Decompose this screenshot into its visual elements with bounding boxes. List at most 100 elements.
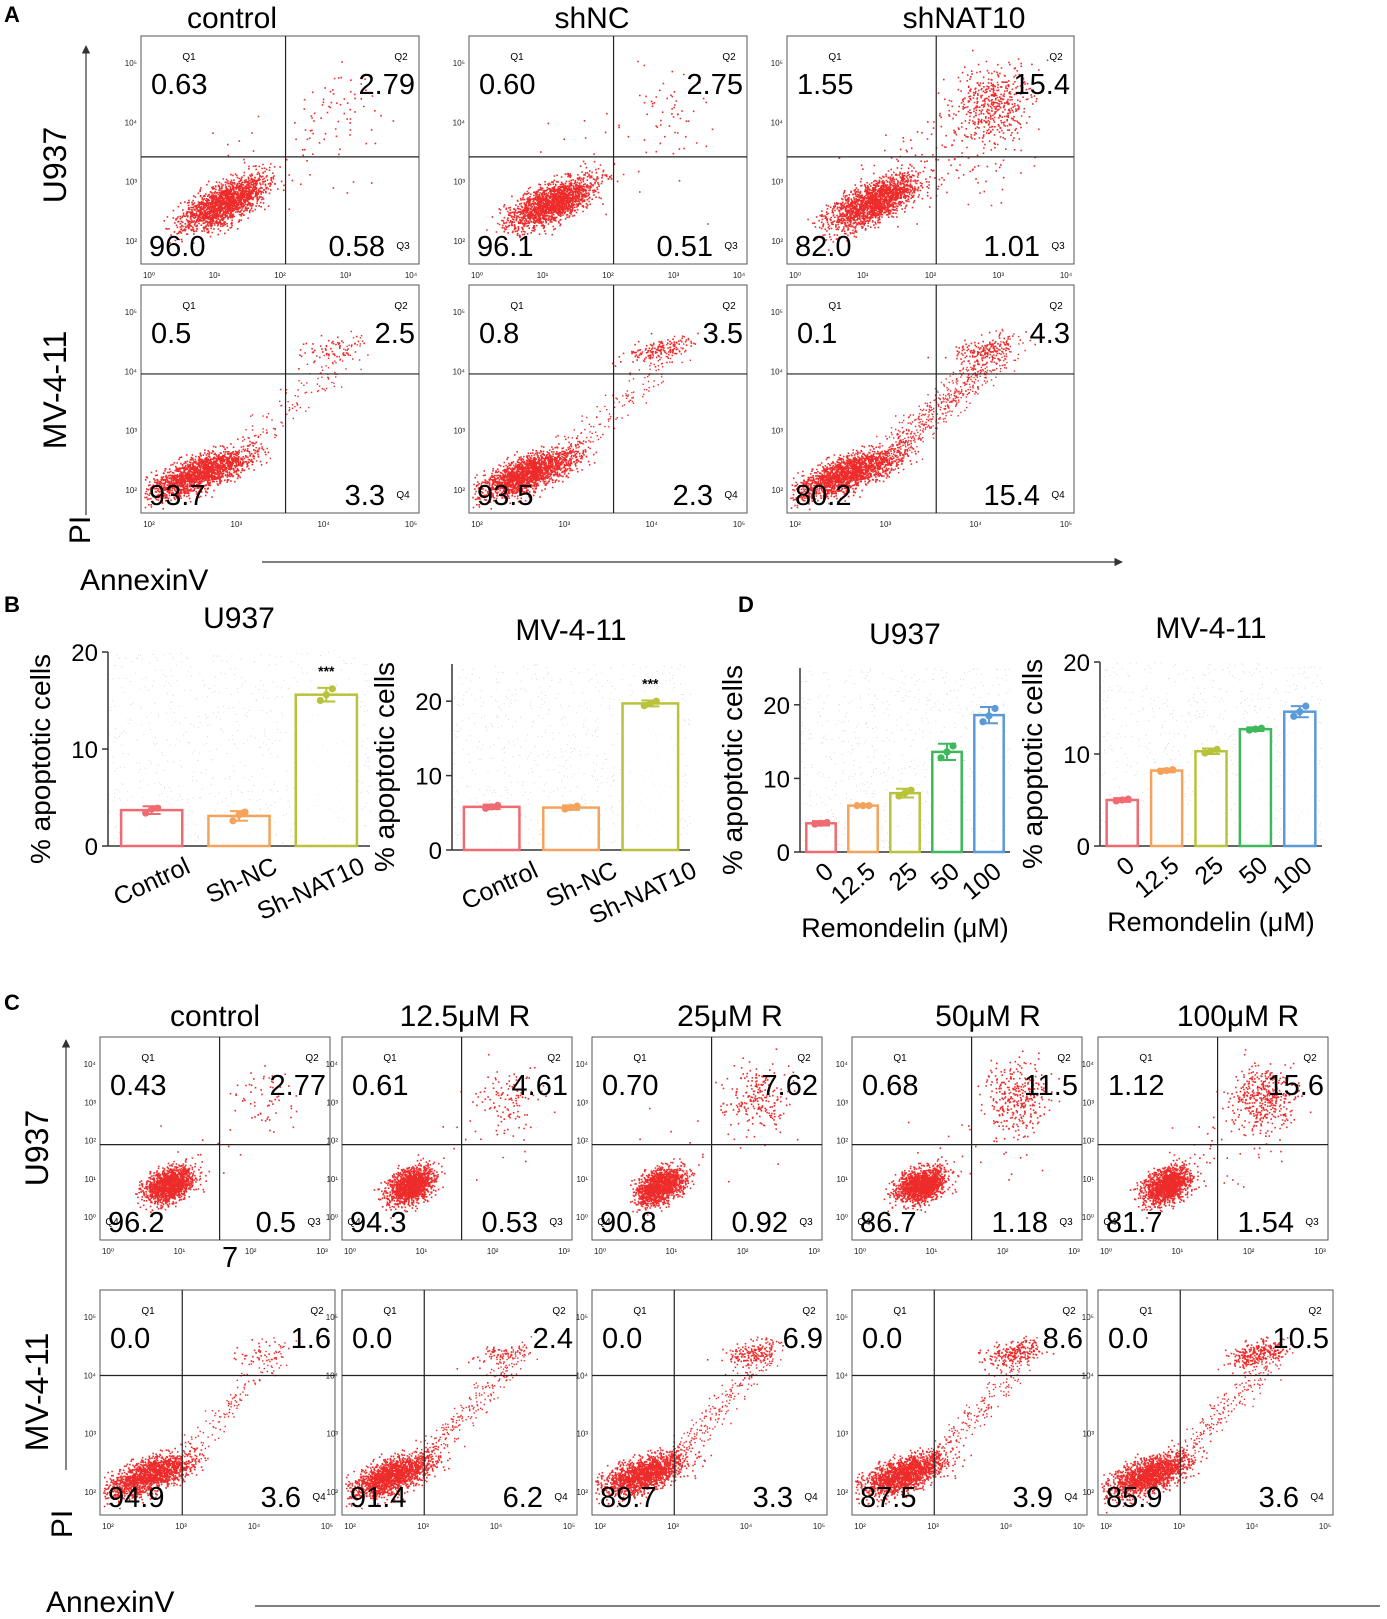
y-tick-label: 10⁴ (836, 1371, 849, 1380)
replicate-point (1245, 726, 1253, 734)
y-tick-label: 10³ (1082, 1098, 1094, 1107)
quadrant-label-q4: Q4 (312, 1492, 326, 1503)
significance-marker: *** (318, 663, 335, 679)
x-tick-label: 10¹ (209, 271, 221, 280)
quadrant-value-lower-right: 0.92 (732, 1207, 788, 1239)
quadrant-label-q1: Q1 (1139, 1306, 1153, 1317)
cell-cluster (373, 1154, 446, 1219)
y-tick-label: 10³ (576, 1430, 588, 1439)
x-tick-label: 10³ (340, 271, 352, 280)
y-tick-label: 10⁵ (836, 1313, 848, 1322)
x-tick-label: 10³ (992, 271, 1004, 280)
y-tick-label: 10⁵ (576, 1313, 588, 1322)
quadrant-value-lower-right: 1.01 (984, 231, 1040, 263)
x-tick-label: 10² (789, 520, 801, 529)
quadrant-value-q2: 7.62 (762, 1070, 818, 1102)
x-category-label: 25 (1190, 851, 1229, 890)
quadrant-label-q2: Q2 (394, 301, 408, 312)
y-tick-label: 20 (763, 693, 790, 720)
y-tick-label: 10² (1082, 1137, 1094, 1146)
quadrant-value-lower-left: 87.5 (860, 1482, 916, 1514)
x-tick-label: 10² (602, 271, 614, 280)
replicate-point (316, 696, 324, 705)
x-tick-label: 10¹ (926, 1247, 938, 1256)
y-tick-label: 10⁵ (326, 1313, 338, 1322)
plot-frame (99, 1036, 331, 1241)
replicate-point (1163, 766, 1171, 775)
panel-c-col-title-control: control (170, 1000, 260, 1033)
x-tick-label: 10⁴ (969, 520, 982, 529)
y-tick-label: 10¹ (576, 1175, 588, 1184)
quadrant-label-q4: Q4 (1051, 490, 1065, 501)
y-tick-label: 10³ (84, 1430, 96, 1439)
y-tick-label: 10² (84, 1137, 96, 1146)
quadrant-value-lower-right: 3.3 (345, 480, 385, 512)
replicate-point (1207, 747, 1215, 755)
bar-Sh-NC (541, 806, 601, 852)
quadrant-value-lower-right: 3.6 (1259, 1482, 1299, 1514)
quadrant-label-q1: Q1 (182, 301, 196, 312)
quadrant-value-lower-right: 2.3 (673, 480, 713, 512)
y-tick-label: 10² (453, 237, 465, 246)
quadrant-value-lower-left: 91.4 (350, 1482, 406, 1514)
quadrant-label-q1: Q1 (182, 52, 196, 63)
bar-100 (973, 713, 1005, 854)
y-tick-label: 10⁰ (84, 1213, 96, 1222)
bar-Control (119, 808, 184, 848)
quadrant-value-lower-right: 0.53 (482, 1207, 538, 1239)
replicate-point (937, 754, 945, 762)
x-tick-label: 10² (471, 520, 483, 529)
x-tick-label: 10⁰ (344, 1247, 356, 1256)
quadrant-value-lower-left: 96.1 (477, 231, 533, 263)
y-tick-label: 10⁵ (1082, 1313, 1094, 1322)
y-tick-label: 10² (326, 1137, 338, 1146)
y-tick-label: 10³ (1082, 1430, 1094, 1439)
quadrant-label-q1: Q1 (510, 301, 524, 312)
quadrant-value-lower-right: 3.9 (1013, 1482, 1053, 1514)
y-tick-label: 10³ (771, 178, 783, 187)
x-tick-label: 10¹ (174, 1247, 186, 1256)
replicate-point (241, 808, 249, 816)
quadrant-value-q2: 1.6 (291, 1323, 331, 1355)
y-tick-label: 10⁴ (771, 118, 784, 127)
quadrant-label-q3: Q3 (396, 241, 410, 252)
quadrant-value-q2: 8.6 (1043, 1323, 1083, 1355)
x-tick-label: 10⁵ (1319, 1522, 1331, 1531)
replicate-point (652, 697, 660, 705)
chart-title: U937 (869, 618, 941, 651)
cell-cluster (144, 436, 270, 510)
cell-streak (415, 1336, 538, 1472)
quadrant-value-q1: 0.70 (602, 1070, 658, 1102)
replicate-point (985, 712, 993, 720)
panel-label-b: B (4, 592, 20, 617)
x-tick-label: 10³ (1314, 1247, 1326, 1256)
chart-title: MV-4-11 (1155, 612, 1266, 645)
plot-frame (1097, 1036, 1329, 1241)
replicate-point (573, 802, 581, 810)
x-tick-label: 10⁰ (102, 1247, 114, 1256)
y-tick-label: 10⁴ (453, 367, 466, 376)
quadrant-value-q1: 0.60 (479, 69, 535, 101)
bar-12.5 (1149, 769, 1184, 848)
x-tick-label: 10⁴ (1000, 1522, 1013, 1531)
cell-cluster (629, 1158, 696, 1216)
y-tick-label: 10 (71, 737, 98, 764)
replicate-point (907, 786, 915, 794)
bar-50 (931, 750, 963, 854)
quadrant-value-q2: 10.5 (1273, 1323, 1329, 1355)
replicate-point (1296, 708, 1304, 716)
quadrant-value-q1: 0.1 (797, 318, 837, 350)
quadrant-label-q1: Q1 (141, 1053, 155, 1064)
plot-frame (851, 1036, 1083, 1241)
y-tick-label: 10³ (84, 1098, 96, 1107)
x-tick-label: 10⁴ (490, 1522, 503, 1531)
quadrant-value-q1: 0.43 (110, 1070, 166, 1102)
quadrant-value-lower-right: 0.51 (657, 231, 713, 263)
x-tick-label: 10² (854, 1522, 866, 1531)
quadrant-label-q2: Q2 (547, 1053, 561, 1064)
y-tick-label: 10² (576, 1137, 588, 1146)
panel-c-mv411-plot-0: Q1 Q2 Q4 0.0 1.6 94.9 3.6 10² 10³ 10⁴ 10⁵ 10⁵ 10⁴ 10³… (84, 1289, 336, 1531)
y-tick-label: 20 (71, 640, 98, 667)
